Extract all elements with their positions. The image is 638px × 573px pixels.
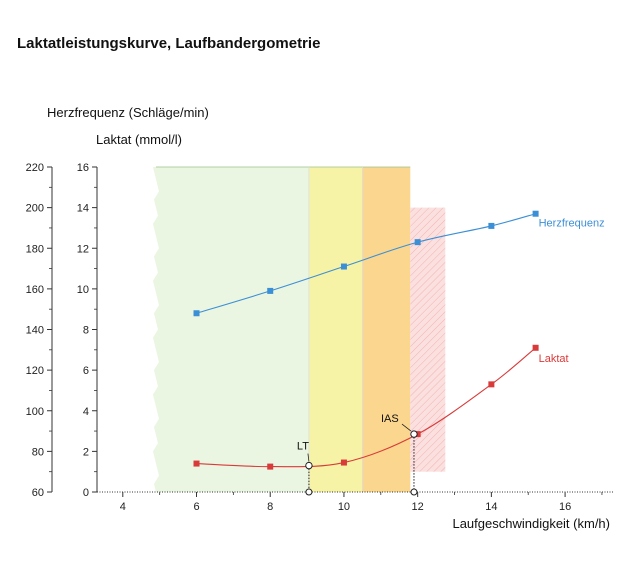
threshold-leader: [401, 423, 412, 432]
hr-tick-label: 60: [32, 487, 44, 499]
x-tick-label: 6: [193, 501, 199, 513]
data-point: [532, 344, 539, 351]
hr-tick-label: 80: [32, 446, 44, 458]
zone-band: [362, 167, 411, 492]
threshold-marker: [410, 430, 418, 438]
x-tick-label: 8: [267, 501, 273, 513]
data-point: [340, 263, 347, 270]
threshold-leader: [307, 453, 310, 462]
zone-band: [308, 167, 363, 492]
chart-title: Laktatleistungskurve, Laufbandergometrie: [17, 35, 321, 52]
hr-tick-label: 180: [26, 243, 44, 255]
zone-hatch: [410, 207, 446, 472]
axes-layer: 4 6 8 10 12 14 1602468101214166080100120140160…: [26, 162, 613, 513]
data-point: [532, 210, 539, 217]
x-tick-label: 16: [559, 501, 571, 513]
hr-tick-label: 100: [26, 406, 44, 418]
lactate-tick-label: 10: [77, 284, 89, 296]
lactate-tick-label: 8: [83, 325, 89, 337]
data-point: [488, 222, 495, 229]
x-tick-label: 10: [338, 501, 350, 513]
data-point: [414, 239, 421, 246]
lactate-tick-label: 0: [83, 487, 89, 499]
hr-tick-label: 120: [26, 365, 44, 377]
hr-tick-label: 220: [26, 162, 44, 174]
data-point: [340, 459, 347, 466]
hr-tick-label: 140: [26, 325, 44, 337]
grid-layer: [308, 167, 363, 492]
threshold-label-ias: IAS: [381, 413, 399, 425]
x-tick-label: 12: [412, 501, 424, 513]
hr-tick-label: 160: [26, 284, 44, 296]
lactate-tick-label: 6: [83, 365, 89, 377]
hr-tick-label: 200: [26, 203, 44, 215]
x-axis-title: Laufgeschwindigkeit (km/h): [452, 516, 610, 531]
threshold-axis-marker: [410, 488, 418, 496]
threshold-marker: [305, 461, 313, 470]
lactate-tick-label: 4: [83, 406, 89, 418]
data-point: [193, 460, 200, 467]
data-point: [267, 287, 274, 294]
lactate-tick-label: 16: [77, 162, 89, 174]
zone-band: [152, 167, 309, 492]
markers-layer: LT IAS: [297, 413, 418, 496]
threshold-label-lt: LT: [297, 441, 309, 453]
y-axis-title-lactate: Laktat (mmol/l): [96, 132, 182, 147]
zones-layer: [152, 166, 446, 492]
data-point: [193, 310, 200, 317]
x-tick-label: 4: [120, 501, 126, 513]
lactate-tick-label: 12: [77, 243, 89, 255]
y-axis-title-heart-rate: Herzfrequenz (Schläge/min): [47, 105, 209, 120]
threshold-axis-marker: [305, 488, 313, 496]
series-label: Herzfrequenz: [539, 218, 605, 230]
x-tick-label: 14: [485, 501, 497, 513]
data-point: [488, 381, 495, 388]
data-point: [267, 463, 274, 470]
lactate-tick-label: 14: [77, 203, 89, 215]
series-layer: Herzfrequenz Laktat: [193, 210, 605, 470]
lactate-tick-label: 2: [83, 446, 89, 458]
series-label: Laktat: [539, 353, 569, 365]
